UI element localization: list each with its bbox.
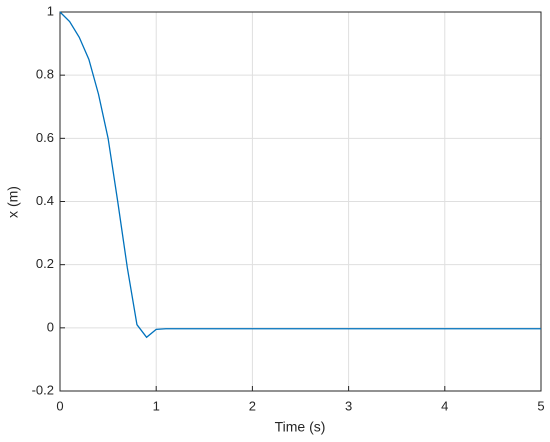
y-tick-label: 0.4 — [36, 193, 54, 208]
x-tick-label: 2 — [249, 398, 256, 413]
y-tick-label: 1 — [47, 3, 54, 18]
x-tick-label: 1 — [153, 398, 160, 413]
y-axis-label: x (m) — [5, 186, 21, 218]
y-tick-label: 0.8 — [36, 67, 54, 82]
y-tick-label: -0.2 — [32, 382, 54, 397]
y-tick-label: 0.2 — [36, 256, 54, 271]
axes-box — [59, 11, 542, 392]
data-line — [59, 11, 541, 339]
x-tick-label: 5 — [537, 398, 544, 413]
x-tick-label: 0 — [56, 398, 63, 413]
x-axis-label: Time (s) — [275, 419, 326, 435]
x-tick-label: 3 — [345, 398, 352, 413]
x-tick-label: 4 — [441, 398, 448, 413]
y-tick-label: 0 — [47, 319, 54, 334]
y-tick-label: 0.6 — [36, 130, 54, 145]
